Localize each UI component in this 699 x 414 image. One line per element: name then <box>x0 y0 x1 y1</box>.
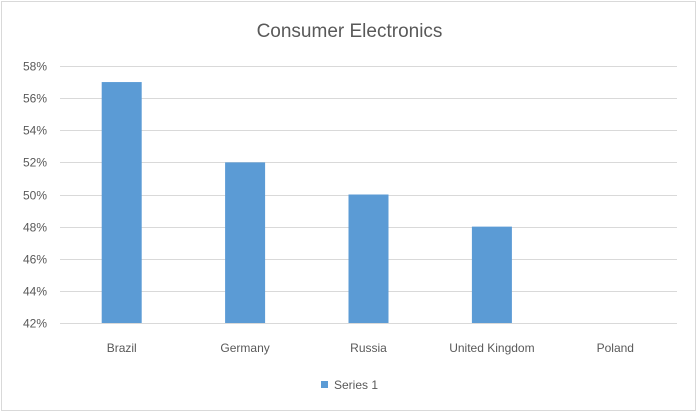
y-tick-label: 56% <box>23 92 47 106</box>
x-tick-label: Germany <box>220 341 269 355</box>
x-tick-label: United Kingdom <box>449 341 534 355</box>
x-tick-label: Brazil <box>107 341 137 355</box>
bar-germany <box>225 162 266 323</box>
legend-swatch-series-1 <box>320 381 328 389</box>
y-tick-label: 58% <box>23 60 47 74</box>
y-tick-label: 50% <box>23 189 47 203</box>
legend-label-series-1: Series 1 <box>333 378 379 392</box>
chart-title: Consumer Electronics <box>256 21 443 42</box>
bar-united-kingdom <box>471 226 512 323</box>
bar-russia <box>348 194 389 323</box>
x-tick-label: Russia <box>350 341 387 355</box>
y-tick-label: 46% <box>23 253 47 267</box>
y-tick-label: 44% <box>23 285 47 299</box>
y-tick-label: 48% <box>23 221 47 235</box>
chart-legend: Series 1 <box>2 378 697 392</box>
y-tick-label: 52% <box>23 156 47 170</box>
bar-brazil <box>101 82 142 323</box>
x-tick-label: Poland <box>597 341 634 355</box>
y-tick-label: 42% <box>23 317 47 331</box>
y-tick-label: 54% <box>23 124 47 138</box>
